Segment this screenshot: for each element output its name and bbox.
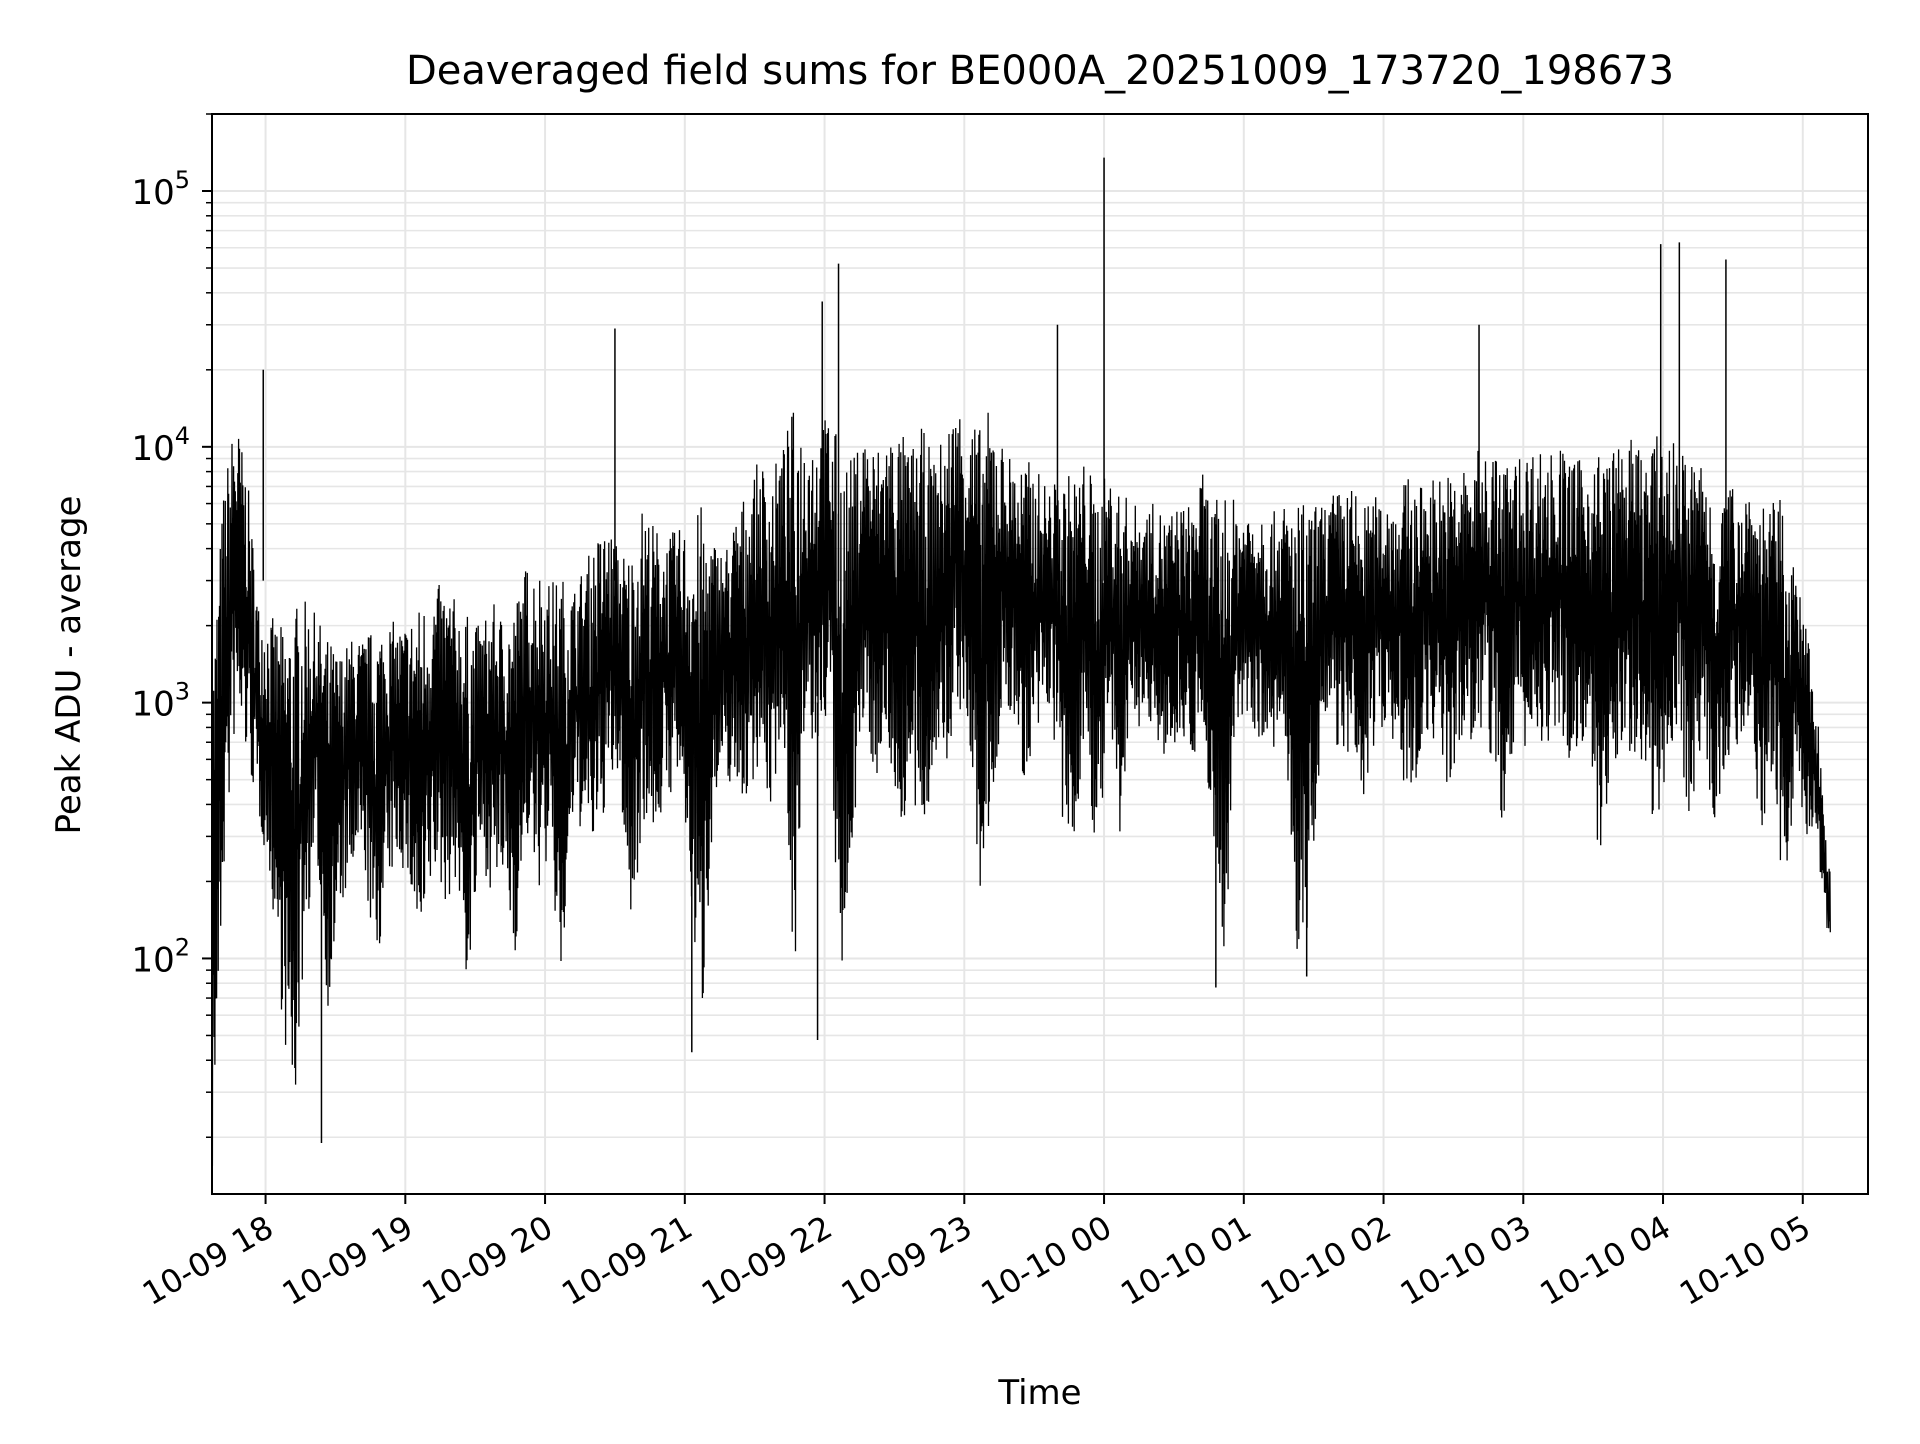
y-tick-exponent: 3 xyxy=(175,678,190,706)
x-axis-label: Time xyxy=(997,1373,1081,1413)
y-tick-base: 10 xyxy=(131,429,174,469)
plot-area xyxy=(211,157,1831,1166)
data-trace xyxy=(211,412,1831,1166)
y-tick-label: 103 xyxy=(131,678,190,725)
y-tick-base: 10 xyxy=(131,685,174,725)
y-tick-exponent: 4 xyxy=(175,422,190,450)
chart-title: Deaveraged field sums for BE000A_2025100… xyxy=(406,48,1674,94)
y-tick-exponent: 5 xyxy=(175,166,190,194)
y-axis-label: Peak ADU - average xyxy=(49,496,89,835)
axes-frame xyxy=(211,113,1869,1195)
y-tick-base: 10 xyxy=(131,173,174,213)
y-tick-base: 10 xyxy=(131,940,174,980)
y-tick-label: 105 xyxy=(131,166,190,213)
y-tick-exponent: 2 xyxy=(175,933,190,961)
y-tick-label: 102 xyxy=(131,933,190,980)
y-tick-label: 104 xyxy=(131,422,190,469)
